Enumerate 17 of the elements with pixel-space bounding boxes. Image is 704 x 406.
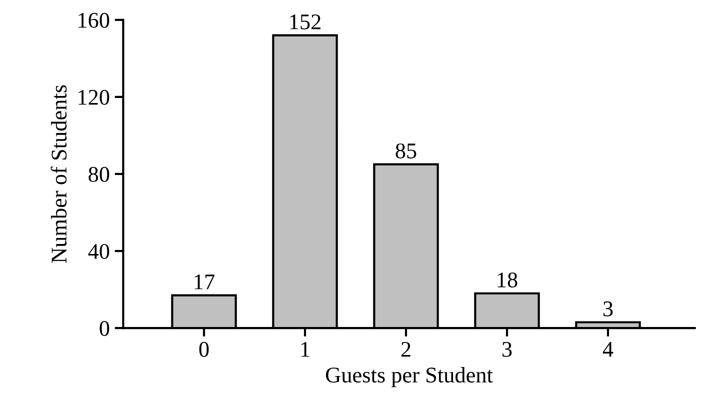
data-label: 3 (603, 301, 613, 316)
y-tick-label: 0 (100, 320, 110, 336)
data-label: 85 (396, 143, 416, 158)
data-label: 17 (194, 274, 214, 290)
x-tick-label: 2 (401, 342, 410, 357)
data-label: 18 (498, 272, 518, 288)
x-tick-label: 0 (199, 342, 209, 357)
data-label: 152 (290, 14, 320, 30)
y-tick-label: 80 (88, 166, 110, 182)
x-tick-label: 4 (602, 342, 614, 357)
x-tick-label: 1 (301, 342, 310, 357)
y-tick-label: 120 (78, 90, 110, 105)
y-tick-label: 160 (78, 12, 110, 28)
y-tick-label: 40 (88, 244, 110, 259)
y-axis-title: Number of Students (50, 85, 67, 263)
x-tick-label: 3 (502, 342, 512, 357)
x-axis-title: Guests per Student (326, 366, 493, 388)
